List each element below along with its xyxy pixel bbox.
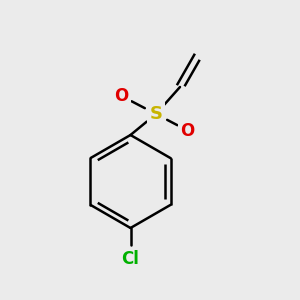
Text: O: O (180, 122, 195, 140)
Text: S: S (149, 105, 163, 123)
Text: Cl: Cl (122, 250, 140, 268)
Text: O: O (114, 87, 129, 105)
